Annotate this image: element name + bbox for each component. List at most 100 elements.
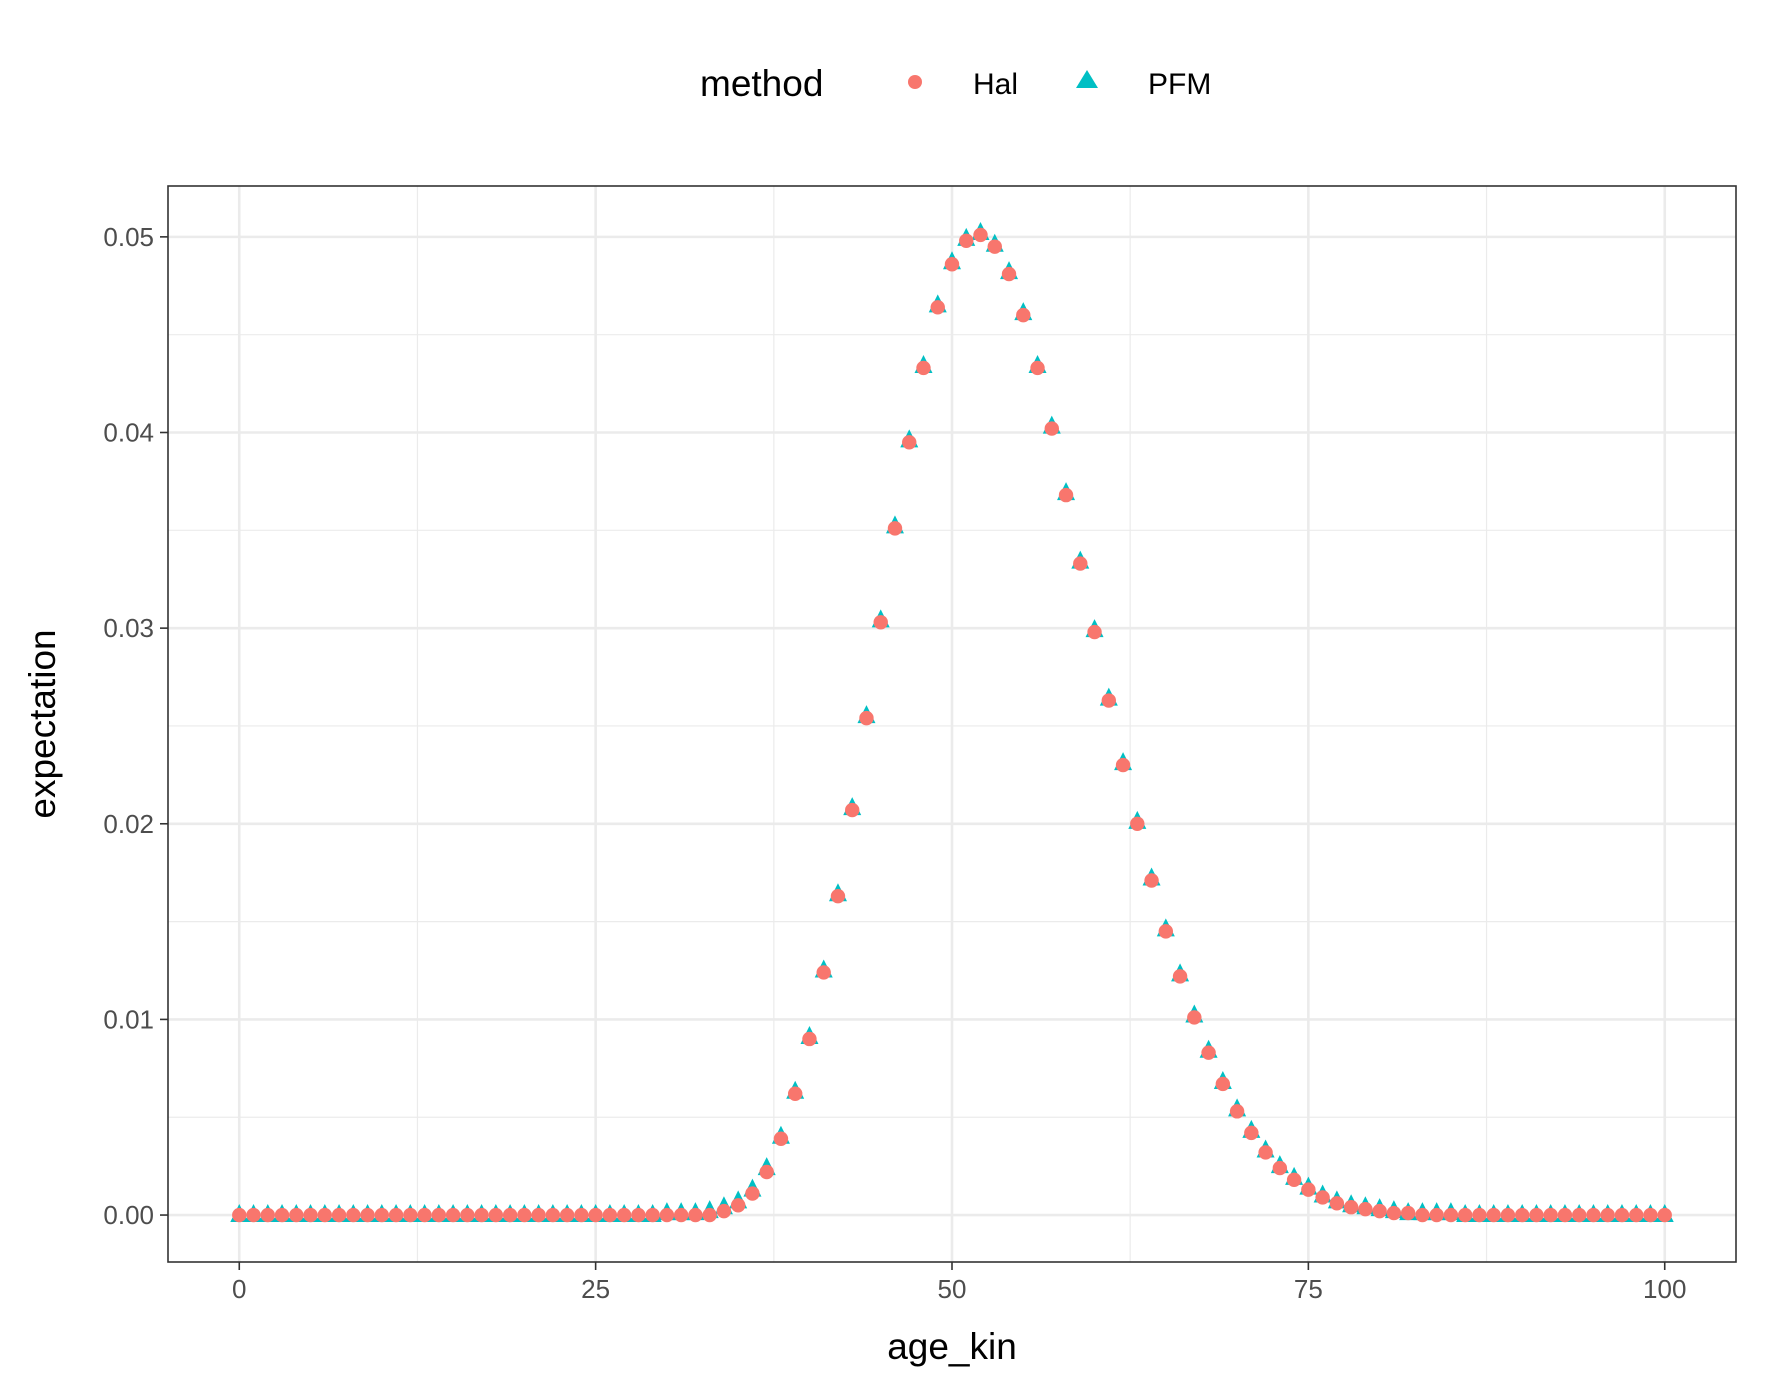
point-hal (759, 1164, 774, 1180)
point-hal (1400, 1205, 1416, 1221)
point-hal (1215, 1076, 1231, 1092)
y-axis-title: expectation (22, 629, 63, 818)
point-hal (1201, 1045, 1216, 1060)
point-hal (616, 1207, 632, 1223)
point-hal (388, 1207, 404, 1223)
x-tick-label: 75 (1294, 1274, 1323, 1304)
point-hal (488, 1207, 504, 1223)
point-hal (702, 1207, 717, 1223)
y-axis: 0.00 0.01 0.02 0.03 0.04 0.05 (103, 222, 168, 1230)
point-hal (631, 1207, 646, 1223)
point-hal (574, 1207, 589, 1223)
point-hal (902, 435, 917, 450)
point-hal (403, 1207, 418, 1223)
point-hal (502, 1207, 518, 1223)
point-hal (1073, 556, 1088, 571)
point-hal (1557, 1207, 1573, 1223)
point-hal (1486, 1207, 1501, 1223)
point-hal (773, 1131, 789, 1146)
point-hal (1329, 1196, 1345, 1211)
point-hal (659, 1207, 675, 1223)
point-hal (1358, 1201, 1373, 1217)
point-hal (688, 1207, 703, 1223)
point-hal (873, 615, 888, 630)
point-hal (1614, 1207, 1630, 1223)
point-hal (1030, 360, 1045, 376)
point-hal (1657, 1207, 1672, 1223)
point-hal (887, 521, 903, 536)
y-tick-label: 0.03 (103, 613, 154, 643)
point-hal (474, 1207, 489, 1223)
point-hal (303, 1207, 318, 1223)
point-hal (588, 1207, 603, 1223)
point-hal (1044, 421, 1059, 436)
x-tick-label: 50 (938, 1274, 967, 1304)
point-hal (830, 888, 846, 904)
point-hal (1457, 1207, 1473, 1223)
point-hal (1272, 1160, 1288, 1176)
y-tick-label: 0.01 (103, 1004, 154, 1034)
point-hal (346, 1207, 361, 1223)
point-hal (431, 1207, 447, 1223)
point-hal (1101, 693, 1117, 708)
point-hal (1001, 266, 1017, 282)
plot-panel (167, 185, 1737, 1263)
legend-key-pfm (1076, 70, 1098, 88)
point-hal (959, 233, 974, 248)
legend-label-pfm: PFM (1148, 68, 1211, 101)
point-hal (1187, 1010, 1202, 1025)
point-hal (331, 1207, 347, 1223)
point-hal (1529, 1207, 1544, 1223)
x-tick-label: 0 (232, 1274, 246, 1304)
point-hal (816, 965, 831, 980)
point-hal (274, 1207, 290, 1223)
point-hal (930, 300, 945, 315)
point-hal (374, 1207, 390, 1223)
point-hal (360, 1207, 375, 1223)
point-hal (445, 1207, 461, 1223)
y-tick-label: 0.02 (103, 809, 154, 839)
point-hal (973, 227, 988, 243)
point-hal (916, 360, 931, 376)
point-hal (1629, 1207, 1644, 1223)
legend-title: method (700, 63, 823, 104)
point-hal (1429, 1207, 1444, 1223)
point-hal (1343, 1200, 1359, 1215)
x-tick-label: 25 (581, 1274, 610, 1304)
point-hal (1386, 1205, 1402, 1221)
point-hal (1572, 1207, 1587, 1223)
y-tick-label: 0.05 (103, 222, 154, 252)
point-hal (987, 239, 1002, 254)
point-hal (645, 1207, 660, 1223)
point-hal (1301, 1182, 1316, 1197)
point-hal (1130, 816, 1145, 831)
point-hal (1500, 1207, 1516, 1223)
legend-key-hal (908, 75, 922, 89)
point-hal (1372, 1203, 1387, 1219)
point-hal (1643, 1207, 1658, 1223)
point-hal (289, 1207, 304, 1223)
point-hal (1016, 307, 1031, 323)
y-tick-label: 0.00 (103, 1200, 154, 1230)
point-hal (1158, 924, 1174, 939)
point-hal (1586, 1207, 1601, 1223)
point-hal (745, 1186, 760, 1201)
point-hal (1144, 873, 1159, 888)
point-hal (232, 1207, 247, 1223)
series-hal (232, 227, 1672, 1223)
point-hal (845, 802, 860, 818)
point-hal (317, 1207, 332, 1223)
x-axis-title: age_kin (887, 1326, 1017, 1367)
point-hal (1244, 1125, 1259, 1141)
point-hal (1543, 1207, 1558, 1223)
point-hal (802, 1031, 817, 1047)
point-hal (460, 1207, 475, 1223)
point-hal (1315, 1190, 1330, 1205)
point-hal (517, 1207, 532, 1223)
point-hal (1258, 1145, 1273, 1160)
point-hal (602, 1207, 618, 1223)
point-hal (859, 710, 874, 726)
point-hal (1058, 487, 1074, 503)
point-hal (944, 257, 960, 272)
